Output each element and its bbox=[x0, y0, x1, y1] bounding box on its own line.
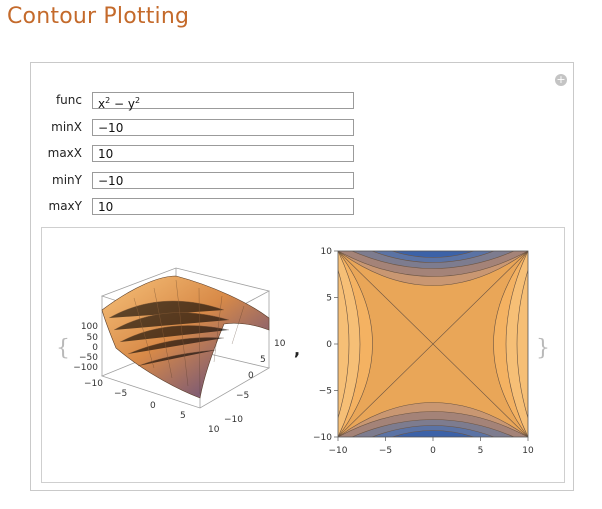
surface-mesh bbox=[101, 275, 270, 399]
x-tick: 10 bbox=[208, 425, 220, 435]
y-tick: −10 bbox=[313, 433, 332, 443]
close-brace: } bbox=[536, 336, 550, 361]
page-title: Contour Plotting bbox=[7, 4, 190, 29]
x-tick: 5 bbox=[478, 446, 484, 456]
z-tick: 50 bbox=[87, 333, 99, 343]
maxx-label: maxX bbox=[47, 146, 82, 160]
list-separator: , bbox=[294, 340, 301, 359]
func-label: func bbox=[55, 93, 82, 107]
x-tick: −5 bbox=[114, 389, 127, 399]
minx-row: minX bbox=[0, 119, 82, 138]
contour-plot[interactable]: −10 −5 0 5 10 10 5 0 −5 −10 bbox=[312, 240, 542, 462]
y-tick: 5 bbox=[260, 355, 266, 365]
z-tick: 100 bbox=[81, 322, 98, 332]
z-tick: −50 bbox=[79, 353, 98, 363]
maxx-row: maxX bbox=[0, 145, 82, 164]
minx-field[interactable]: −10 bbox=[92, 119, 354, 136]
y-tick: −10 bbox=[224, 415, 243, 425]
minx-label: minX bbox=[51, 120, 82, 134]
x-tick: −5 bbox=[379, 446, 392, 456]
x-tick: 10 bbox=[522, 446, 534, 456]
maxy-label: maxY bbox=[48, 199, 82, 213]
surface-grid-lines bbox=[108, 279, 245, 395]
contour-lines bbox=[338, 251, 528, 437]
y-tick: 5 bbox=[326, 294, 332, 304]
y-tick: 0 bbox=[248, 371, 254, 381]
x-tick: −10 bbox=[84, 379, 103, 389]
y-tick: 0 bbox=[326, 340, 332, 350]
x-tick: 0 bbox=[150, 401, 156, 411]
x-tick: 5 bbox=[180, 411, 186, 421]
maxy-field[interactable]: 10 bbox=[92, 198, 354, 215]
z-tick: −100 bbox=[73, 363, 98, 373]
maxx-field[interactable]: 10 bbox=[92, 145, 354, 162]
open-brace: { bbox=[56, 336, 70, 361]
contour-tick-marks bbox=[334, 250, 529, 441]
y-tick: −5 bbox=[236, 391, 249, 401]
surface-plot[interactable]: 100 50 0 −50 −100 −10 −5 0 5 10 10 5 0 −… bbox=[64, 258, 302, 443]
miny-row: minY bbox=[0, 172, 82, 191]
y-tick: 10 bbox=[321, 247, 333, 257]
y-tick: −5 bbox=[319, 387, 332, 397]
miny-label: minY bbox=[52, 173, 82, 187]
func-value: x2 − y2 bbox=[98, 96, 141, 111]
z-tick: 0 bbox=[92, 343, 98, 353]
maxy-row: maxY bbox=[0, 198, 82, 217]
x-tick: −10 bbox=[329, 446, 348, 456]
func-field[interactable]: x2 − y2 bbox=[92, 92, 354, 111]
y-tick: 10 bbox=[274, 339, 286, 349]
plus-circle-icon[interactable]: + bbox=[555, 73, 567, 86]
x-tick: 0 bbox=[430, 446, 436, 456]
func-row: func bbox=[0, 92, 82, 111]
miny-field[interactable]: −10 bbox=[92, 172, 354, 189]
